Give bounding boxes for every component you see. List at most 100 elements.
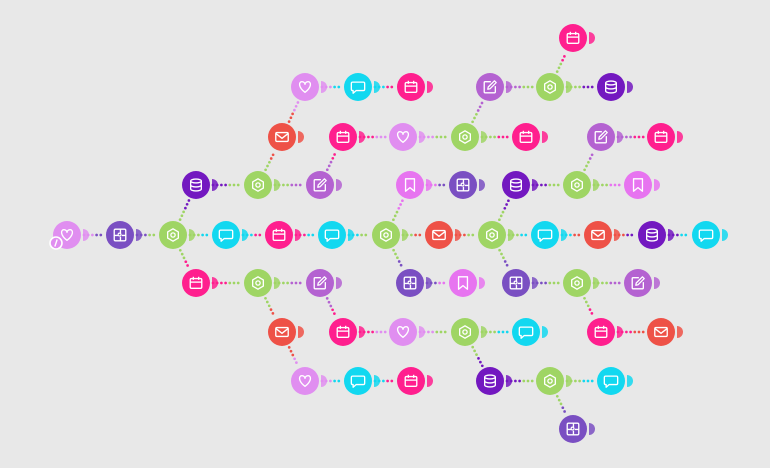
node-circle[interactable] bbox=[389, 123, 417, 151]
node-circle[interactable] bbox=[647, 318, 675, 346]
workflow-node-chat[interactable] bbox=[318, 221, 354, 249]
workflow-node-gear[interactable] bbox=[372, 221, 408, 249]
output-port[interactable] bbox=[298, 326, 304, 338]
output-port[interactable] bbox=[189, 229, 195, 241]
output-port[interactable] bbox=[654, 277, 660, 289]
output-port[interactable] bbox=[532, 179, 538, 191]
node-circle[interactable] bbox=[536, 73, 564, 101]
node-circle[interactable] bbox=[329, 123, 357, 151]
node-circle[interactable] bbox=[563, 171, 591, 199]
output-port[interactable] bbox=[336, 179, 342, 191]
workflow-node-gear[interactable] bbox=[244, 269, 280, 297]
output-port[interactable] bbox=[359, 326, 365, 338]
node-circle[interactable] bbox=[306, 269, 334, 297]
workflow-node-gear[interactable] bbox=[536, 73, 572, 101]
workflow-node-bookmark[interactable] bbox=[624, 171, 660, 199]
node-circle[interactable] bbox=[449, 171, 477, 199]
output-port[interactable] bbox=[212, 277, 218, 289]
workflow-node-calendar[interactable] bbox=[559, 24, 595, 52]
output-port[interactable] bbox=[455, 229, 461, 241]
output-port[interactable] bbox=[668, 229, 674, 241]
workflow-node-puzzle[interactable] bbox=[559, 415, 595, 443]
node-circle[interactable] bbox=[638, 221, 666, 249]
output-port[interactable] bbox=[506, 81, 512, 93]
output-port[interactable] bbox=[274, 277, 280, 289]
node-circle[interactable] bbox=[372, 221, 400, 249]
output-port[interactable] bbox=[402, 229, 408, 241]
node-circle[interactable] bbox=[624, 269, 652, 297]
workflow-node-edit[interactable] bbox=[306, 269, 342, 297]
output-port[interactable] bbox=[508, 229, 514, 241]
output-port[interactable] bbox=[677, 131, 683, 143]
output-port[interactable] bbox=[419, 326, 425, 338]
output-port[interactable] bbox=[617, 326, 623, 338]
node-circle[interactable] bbox=[182, 269, 210, 297]
output-port[interactable] bbox=[374, 375, 380, 387]
node-circle[interactable] bbox=[512, 318, 540, 346]
node-circle[interactable] bbox=[559, 24, 587, 52]
node-circle[interactable] bbox=[478, 221, 506, 249]
node-circle[interactable] bbox=[512, 123, 540, 151]
node-circle[interactable] bbox=[329, 318, 357, 346]
output-port[interactable] bbox=[506, 375, 512, 387]
node-circle[interactable] bbox=[106, 221, 134, 249]
workflow-node-chat[interactable] bbox=[344, 367, 380, 395]
output-port[interactable] bbox=[359, 131, 365, 143]
workflow-node-gear[interactable] bbox=[451, 318, 487, 346]
workflow-node-mail[interactable] bbox=[268, 123, 304, 151]
output-port[interactable] bbox=[274, 179, 280, 191]
output-port[interactable] bbox=[566, 81, 572, 93]
output-port[interactable] bbox=[295, 229, 301, 241]
workflow-node-gear[interactable] bbox=[563, 171, 599, 199]
output-port[interactable] bbox=[589, 423, 595, 435]
node-circle[interactable] bbox=[425, 221, 453, 249]
workflow-node-gear[interactable] bbox=[478, 221, 514, 249]
workflow-node-heart[interactable] bbox=[389, 123, 425, 151]
output-port[interactable] bbox=[593, 179, 599, 191]
output-port[interactable] bbox=[136, 229, 142, 241]
output-port[interactable] bbox=[479, 179, 485, 191]
workflow-node-chat[interactable] bbox=[344, 73, 380, 101]
node-circle[interactable] bbox=[647, 123, 675, 151]
workflow-node-bookmark[interactable] bbox=[396, 171, 432, 199]
output-port[interactable] bbox=[479, 277, 485, 289]
workflow-node-heart[interactable] bbox=[389, 318, 425, 346]
node-circle[interactable] bbox=[291, 73, 319, 101]
workflow-node-database[interactable] bbox=[597, 73, 633, 101]
workflow-node-database[interactable] bbox=[476, 367, 512, 395]
node-circle[interactable] bbox=[396, 171, 424, 199]
output-port[interactable] bbox=[627, 375, 633, 387]
output-port[interactable] bbox=[627, 81, 633, 93]
node-circle[interactable] bbox=[451, 123, 479, 151]
output-port[interactable] bbox=[654, 179, 660, 191]
node-circle[interactable] bbox=[397, 73, 425, 101]
output-port[interactable] bbox=[614, 229, 620, 241]
node-circle[interactable] bbox=[268, 318, 296, 346]
workflow-node-calendar[interactable] bbox=[182, 269, 218, 297]
node-circle[interactable] bbox=[306, 171, 334, 199]
output-port[interactable] bbox=[617, 131, 623, 143]
workflow-node-calendar[interactable] bbox=[587, 318, 623, 346]
workflow-node-calendar[interactable] bbox=[329, 318, 365, 346]
workflow-node-chat[interactable] bbox=[531, 221, 567, 249]
output-port[interactable] bbox=[336, 277, 342, 289]
node-circle[interactable] bbox=[587, 318, 615, 346]
output-port[interactable] bbox=[242, 229, 248, 241]
output-port[interactable] bbox=[298, 131, 304, 143]
workflow-node-gear[interactable] bbox=[451, 123, 487, 151]
workflow-node-edit[interactable] bbox=[587, 123, 623, 151]
workflow-node-gear[interactable] bbox=[159, 221, 195, 249]
workflow-node-calendar[interactable] bbox=[647, 123, 683, 151]
node-circle[interactable] bbox=[212, 221, 240, 249]
workflow-node-puzzle[interactable] bbox=[106, 221, 142, 249]
workflow-node-puzzle[interactable] bbox=[449, 171, 485, 199]
workflow-node-database[interactable] bbox=[502, 171, 538, 199]
node-circle[interactable] bbox=[244, 171, 272, 199]
workflow-node-database[interactable] bbox=[182, 171, 218, 199]
workflow-node-calendar[interactable] bbox=[397, 73, 433, 101]
node-circle[interactable] bbox=[536, 367, 564, 395]
node-circle[interactable] bbox=[344, 367, 372, 395]
node-circle[interactable] bbox=[476, 73, 504, 101]
output-port[interactable] bbox=[374, 81, 380, 93]
output-port[interactable] bbox=[83, 229, 89, 241]
